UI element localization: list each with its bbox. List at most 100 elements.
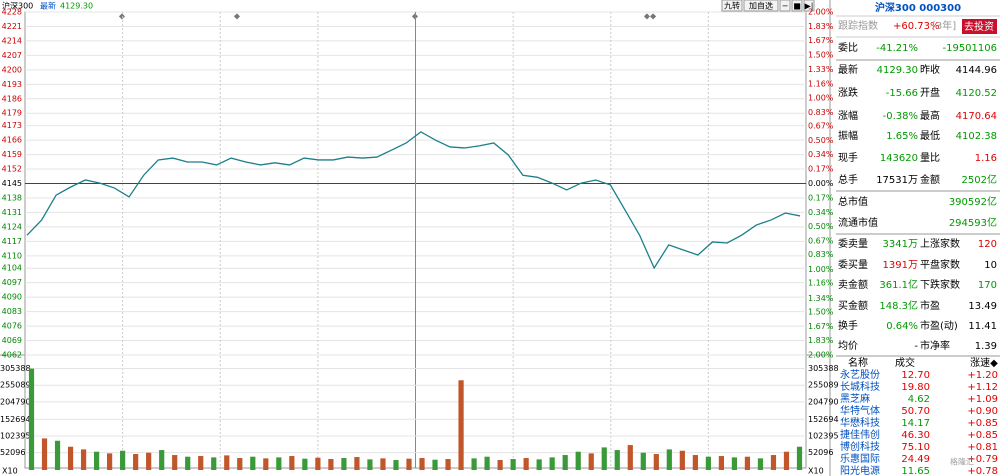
button[interactable] (803, 0, 815, 12)
volume-bar (640, 452, 646, 470)
y-tick-label: 4069 (2, 336, 22, 345)
volume-bar (744, 456, 751, 470)
row-value: 4120.52 (956, 88, 997, 99)
y2-tick-label: 0.34% (808, 150, 834, 159)
row-value: 4170.64 (956, 111, 997, 122)
volume-bar (692, 455, 698, 470)
volume-bar (185, 456, 191, 470)
stock-name[interactable]: 乐惠国际 (840, 452, 880, 465)
volume-bar (536, 459, 542, 470)
button-label[interactable]: − (782, 2, 789, 11)
row-label: 换手 (838, 319, 858, 332)
volume-bar (367, 459, 373, 470)
stock-price: 4.62 (908, 394, 930, 405)
stock-change: +0.79 (967, 454, 998, 465)
volume-bar (627, 445, 633, 470)
volume-bar (93, 451, 100, 470)
y-tick-label: 4214 (2, 36, 22, 45)
stock-price: 46.30 (901, 430, 930, 441)
y-tick-label: 4186 (2, 94, 22, 103)
volume-bar (549, 457, 555, 470)
y2-tick-label: 1.16% (808, 80, 834, 89)
row-label: 均价 (838, 340, 858, 352)
y-tick-label: 4173 (2, 121, 22, 130)
volume-bar (211, 457, 217, 470)
y-tick-label: 4207 (2, 51, 22, 60)
stock-name[interactable]: 长城科技 (840, 380, 880, 393)
y-tick-label: 152694 (0, 415, 31, 424)
y2-tick-label: 0.50% (808, 136, 834, 145)
row-label: 现手 (838, 151, 858, 164)
row-value: 1.39 (975, 341, 997, 352)
row-value: 2502亿 (962, 173, 997, 186)
stock-change: +1.20 (967, 370, 998, 381)
button-label[interactable]: ▶| (805, 2, 814, 11)
volume-bar (341, 458, 347, 470)
y-tick-label: 4166 (2, 136, 22, 145)
y2-tick-label: 2.00% (808, 8, 834, 17)
button[interactable] (791, 0, 803, 12)
stock-name[interactable]: 永艺股份 (840, 368, 880, 381)
volume-bar (497, 460, 503, 470)
button[interactable] (721, 0, 743, 12)
track-value: +60.73% (893, 21, 940, 32)
stock-change: +0.81 (967, 442, 998, 453)
button-label[interactable]: 加自选 (749, 1, 773, 11)
row-value: 170 (978, 280, 997, 291)
volume-bar (562, 455, 568, 470)
row-label: 总手 (838, 173, 858, 186)
y-tick-label: 4138 (2, 193, 22, 202)
button[interactable] (743, 0, 779, 12)
y-tick-label: 4152 (2, 165, 22, 174)
volume-bar (510, 459, 516, 470)
row-label: 委买量 (838, 258, 868, 271)
invest-label[interactable]: 去投资 (964, 20, 994, 33)
row-value: 3341万 (883, 239, 918, 250)
stock-name[interactable]: 阳光电源 (840, 464, 880, 476)
stock-change: +0.85 (967, 430, 998, 441)
stock-change: +0.90 (967, 406, 998, 417)
row-label: 涨跌 (838, 86, 858, 99)
stock-name[interactable]: 华懋科技 (840, 416, 880, 429)
y-tick-label: 4076 (2, 322, 22, 331)
y2-tick-label: 0.67% (808, 122, 834, 131)
list-header: 名称 (848, 356, 868, 369)
volume-bar (523, 458, 529, 470)
stock-name[interactable]: 华特气体 (840, 404, 880, 417)
volume-bar (328, 459, 334, 470)
ratio-label: 委比 (838, 41, 858, 54)
button[interactable] (779, 0, 791, 12)
y-tick-label: 4159 (2, 150, 22, 159)
y2-tick-label: 255089 (808, 381, 839, 390)
y-tick-label: 4124 (2, 222, 22, 231)
row-value: 143620 (880, 153, 918, 164)
stock-name[interactable]: 博创科技 (840, 440, 880, 453)
volume-bar (159, 450, 165, 470)
x-label: X10 (808, 467, 824, 476)
volume-bar (718, 456, 724, 470)
volume-bar (393, 460, 399, 470)
y2-tick-label: 2.00% (808, 351, 834, 360)
volume-bar (28, 368, 35, 470)
y2-tick-label: 0.67% (808, 236, 834, 245)
volume-bar (484, 456, 490, 470)
list-header: 涨速◆ (970, 357, 998, 369)
stock-name[interactable]: 黑芝麻 (840, 392, 870, 405)
stock-name[interactable]: 捷佳伟创 (840, 428, 880, 441)
button-label[interactable]: 九转 (724, 1, 740, 11)
row-label: 平盘家数 (920, 258, 960, 271)
row-label: 总市值 (838, 195, 868, 208)
row-label: 振幅 (838, 129, 858, 142)
y-tick-label: 4117 (2, 237, 22, 246)
invest-button[interactable] (962, 19, 997, 34)
row-value: 1.16 (975, 153, 997, 164)
row-value: 390592亿 (949, 195, 997, 208)
volume-bar (224, 455, 230, 470)
marker: ◆◆ (644, 12, 657, 21)
y2-tick-label: 102395 (808, 431, 839, 440)
y-tick-label: 4221 (2, 22, 22, 31)
stock-change: +1.12 (967, 382, 998, 393)
row-label: 量比 (920, 152, 940, 164)
stock-change: +0.85 (967, 418, 998, 429)
button-label[interactable]: ■ (793, 2, 801, 11)
